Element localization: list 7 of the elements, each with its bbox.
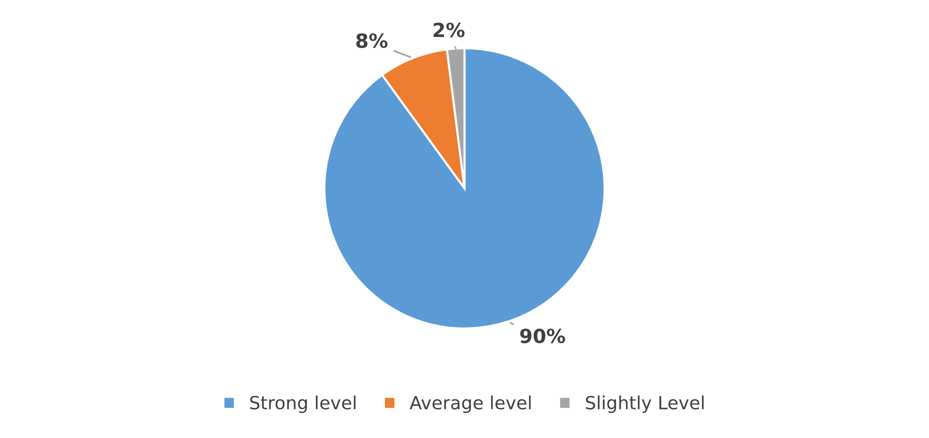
legend-label: Strong level [250,396,356,413]
data-label: 90% [520,328,566,344]
data-label: 8% [356,33,388,48]
pie-slice [323,47,606,330]
legend-label: Average level [410,396,531,413]
legend-label: Slightly Level [586,396,704,413]
data-label: 2% [434,22,465,38]
